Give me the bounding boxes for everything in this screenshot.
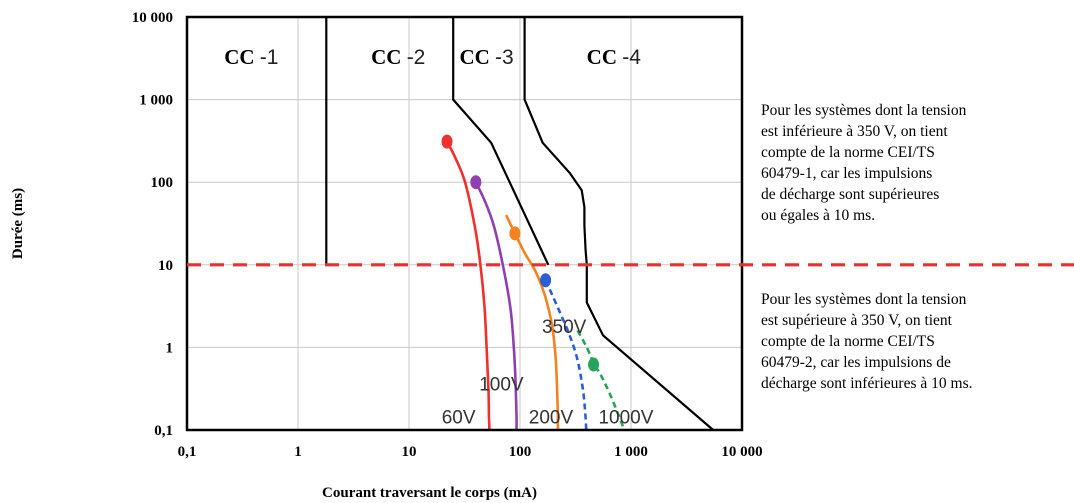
series-line-350v [544,279,588,431]
x-tick-label: 0,1 [178,444,197,460]
note-below-350v: Pour les systèmes dont la tension est in… [761,102,967,224]
y-tick-label: 1 000 [139,93,173,109]
zone-boundaries [325,17,714,431]
series-line-60v [445,140,491,431]
y-axis-title: Durée (ms) [10,188,26,259]
zone-label-cc1: CC -1 [224,45,278,69]
chart-grid [187,17,742,430]
zone-label-cc4: CC -4 [587,45,642,69]
series-marker-1000v [588,357,600,372]
plot-frame [185,15,744,432]
series-label-60v: 60V [442,407,476,428]
note-above-350v: Pour les systèmes dont la tension est su… [761,291,973,392]
series-label-1000v: 1000V [598,407,653,428]
x-axis-title: Courant traversant le corps (mA) [322,485,537,501]
series-marker-200v [509,226,521,241]
series-label-200v: 200V [529,407,574,428]
y-tick-label: 10 [158,258,173,274]
x-tick-label: 10 000 [721,444,762,460]
series-marker-100v [470,175,482,190]
series-marker-350v [540,273,552,288]
series-label-350v: 350V [542,317,587,338]
series-label-100v: 100V [479,375,524,396]
zone-boundary-2 [452,17,550,266]
zone-boundary-3 [523,17,714,431]
x-tick-label: 100 [509,444,532,460]
y-tick-label: 0,1 [154,423,173,439]
x-tick-label: 1 000 [614,444,648,460]
y-tick-label: 100 [151,175,174,191]
series-markers [441,134,600,372]
series-marker-60v [441,134,453,149]
y-tick-label: 10 000 [132,10,173,26]
x-tick-label: 1 [294,444,302,460]
x-tick-label: 10 [402,444,417,460]
zone-label-cc3: CC -3 [459,45,513,69]
y-tick-label: 1 [166,340,174,356]
series-line-1000v [576,329,626,431]
series-line-100v [474,181,518,431]
zone-label-cc2: CC -2 [371,45,425,69]
